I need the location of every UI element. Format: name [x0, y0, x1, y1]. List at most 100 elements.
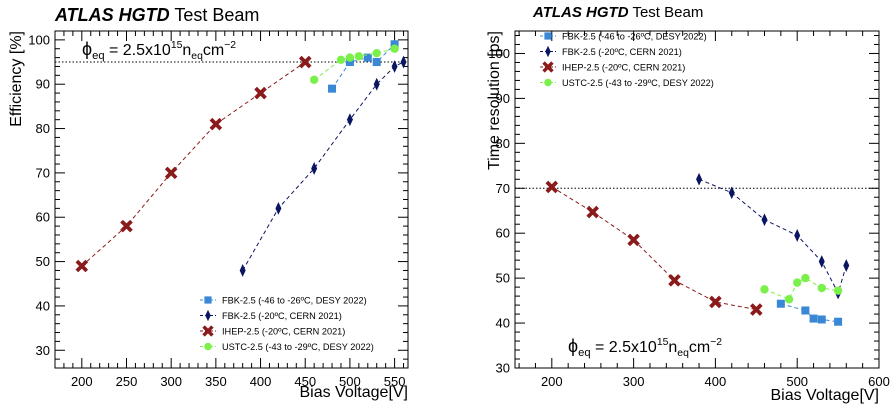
- series-1: [328, 40, 399, 93]
- y-tick-label: 50: [36, 254, 50, 269]
- data-point: [817, 315, 826, 324]
- data-point: [120, 219, 133, 233]
- series-2: [239, 55, 407, 277]
- legend-entry: USTC-2.5 (-43 to -29ºC, DESY 2022): [200, 342, 374, 352]
- data-point: [372, 58, 381, 67]
- data-point: [209, 117, 223, 131]
- series-line: [242, 61, 404, 271]
- x-tick-label: 300: [160, 374, 182, 389]
- data-point: [363, 53, 372, 62]
- data-point: [372, 48, 381, 58]
- data-point: [801, 306, 810, 315]
- x-tick-label: 200: [71, 374, 93, 389]
- series-line: [313, 48, 395, 81]
- y-tick-label: 100: [28, 32, 50, 47]
- data-point: [254, 86, 267, 100]
- fluence-annotation: ϕeq = 2.5x1015neqcm−2: [568, 336, 722, 359]
- data-point: [400, 55, 407, 69]
- data-point: [354, 52, 364, 61]
- data-point: [801, 273, 810, 283]
- legend-label: FBK-2.5 (-20ºC, CERN 2021): [222, 311, 342, 321]
- y-tick-label: 100: [488, 46, 510, 61]
- chart-panel-1: 200 250 300 350 400 450 500 550 30 40 50 60 70 80 90 10…: [8, 5, 409, 401]
- legend-entry: USTC-2.5 (-43 to -29ºC, DESY 2022): [540, 78, 714, 88]
- data-point: [784, 295, 794, 304]
- x-tick-label: 400: [250, 374, 272, 389]
- legend-marker: [542, 61, 554, 73]
- series-4: [760, 273, 843, 304]
- legend-label: USTC-2.5 (-43 to -29ºC, DESY 2022): [562, 78, 714, 88]
- series-1: [776, 299, 843, 326]
- x-tick-label: 400: [705, 374, 727, 389]
- chart-title: ATLAS HGTD Test Beam: [532, 4, 703, 21]
- data-point: [336, 55, 346, 65]
- x-tick-label: 600: [868, 374, 890, 389]
- y-tick-label: 40: [496, 316, 510, 331]
- data-point: [239, 264, 246, 277]
- data-point: [750, 303, 763, 316]
- legend-marker: [544, 32, 552, 40]
- data-point: [833, 286, 843, 295]
- series-line: [81, 61, 306, 267]
- data-point: [793, 278, 802, 287]
- data-point: [761, 213, 768, 227]
- data-point: [345, 53, 355, 62]
- data-point: [311, 162, 318, 175]
- data-point: [794, 229, 801, 242]
- y-tick-label: 70: [496, 181, 510, 196]
- y-tick-label: 90: [36, 77, 50, 92]
- data-point: [668, 274, 681, 287]
- y-tick-label: 60: [496, 226, 510, 241]
- legend-label: FBK-2.5 (-20ºC, CERN 2021): [562, 47, 682, 57]
- data-point: [696, 172, 703, 186]
- data-point: [345, 58, 354, 67]
- chart-panel-2: 200 300 400 500 600 30 40 50 60 70 80 90 100 ATLAS HG…: [486, 4, 890, 404]
- data-point: [373, 77, 380, 91]
- legend-entry: FBK-2.5 (-20ºC, CERN 2021): [540, 45, 682, 58]
- data-point: [309, 75, 319, 84]
- legend-label: IHEP-2.5 (-20ºC, CERN 2021): [562, 63, 685, 73]
- x-tick-label: 550: [384, 374, 406, 389]
- data-point: [776, 299, 785, 308]
- data-point: [709, 295, 722, 309]
- x-tick-label: 250: [116, 374, 138, 389]
- y-tick-label: 30: [36, 343, 50, 358]
- y-tick-label: 60: [36, 210, 50, 225]
- data-point: [760, 285, 769, 294]
- data-point: [817, 283, 826, 293]
- data-point: [843, 259, 850, 272]
- legend-label: FBK-2.5 (-46 to -26ºC, DESY 2022): [222, 296, 367, 306]
- series-line: [780, 303, 839, 323]
- y-tick-label: 40: [36, 298, 50, 313]
- data-point: [586, 205, 599, 219]
- x-axis-label: Bias Voltage[V]: [299, 384, 408, 401]
- data-point: [545, 180, 559, 194]
- y-tick-label: 80: [496, 136, 510, 151]
- data-point: [328, 84, 337, 93]
- series-line: [764, 277, 839, 300]
- legend-marker: [205, 309, 211, 322]
- legend-label: FBK-2.5 (-46 to -26ºC, DESY 2022): [562, 32, 707, 42]
- legend-label: IHEP-2.5 (-20ºC, CERN 2021): [222, 327, 345, 337]
- legend-entry: FBK-2.5 (-46 to -26ºC, DESY 2022): [540, 32, 707, 42]
- x-axis-label: Bias Voltage[V]: [770, 387, 879, 404]
- legend-entry: IHEP-2.5 (-20ºC, CERN 2021): [540, 61, 685, 73]
- data-point: [627, 233, 640, 247]
- data-point: [390, 40, 399, 49]
- legend-label: USTC-2.5 (-43 to -29ºC, DESY 2022): [222, 342, 374, 352]
- plot-frame: [514, 30, 880, 369]
- y-tick-label: 30: [496, 361, 510, 376]
- legend: FBK-2.5 (-46 to -26ºC, DESY 2022) FBK-2.5…: [540, 32, 714, 88]
- x-tick-label: 350: [205, 374, 227, 389]
- chart-title: ATLAS HGTD Test Beam: [54, 5, 259, 25]
- legend-marker: [204, 342, 212, 351]
- x-tick-label: 450: [294, 374, 316, 389]
- y-tick-label: 80: [36, 121, 50, 136]
- x-tick-label: 300: [623, 374, 645, 389]
- legend-marker: [204, 296, 212, 304]
- legend-marker: [545, 45, 551, 58]
- series-line: [698, 178, 847, 295]
- legend-marker: [202, 325, 214, 337]
- x-tick-label: 500: [786, 374, 808, 389]
